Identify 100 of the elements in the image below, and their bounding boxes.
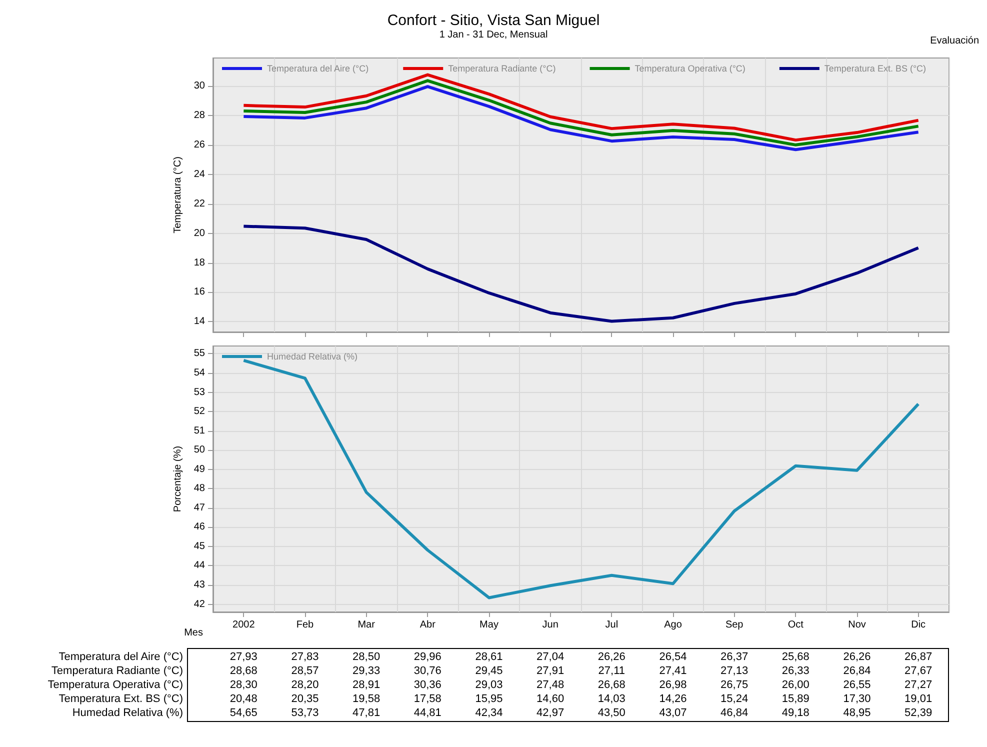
data-label: 17,58 <box>412 693 442 705</box>
data-label: 26,87 <box>904 651 934 663</box>
data-label: 29,45 <box>474 665 504 677</box>
data-label: 26,55 <box>842 679 872 691</box>
data-label: 20,48 <box>228 693 258 705</box>
data-label: 27,04 <box>536 651 566 663</box>
data-label: 43,07 <box>658 707 688 719</box>
data-label: 27,13 <box>720 665 750 677</box>
data-label: 30,36 <box>412 679 442 691</box>
data-label: 27,91 <box>536 665 566 677</box>
data-label: 30,76 <box>412 665 442 677</box>
y-tick-label: 20 <box>194 228 206 239</box>
data-label: 19,58 <box>352 693 382 705</box>
y-tick-label: 16 <box>194 286 206 298</box>
category-label: Dic <box>911 620 926 630</box>
text: Temperatura del Aire (°C) <box>58 651 183 663</box>
data-label: 49,18 <box>780 707 810 719</box>
y-tick-label: 43 <box>194 580 206 591</box>
line-series <box>242 224 920 323</box>
y-tick-label: 14 <box>194 316 206 328</box>
data-label: 29,96 <box>412 651 442 663</box>
category-label: Jun <box>542 620 558 630</box>
y-tick-label: 55 <box>194 348 206 360</box>
data-label: 26,26 <box>842 651 872 663</box>
data-label: 28,50 <box>352 651 382 663</box>
data-label: 27,48 <box>536 679 566 691</box>
y-tick-label: 22 <box>194 198 206 210</box>
y-tick-label: 51 <box>194 425 206 436</box>
data-label: 19,01 <box>904 693 934 705</box>
text: Temperatura Radiante (°C) <box>51 665 183 677</box>
data-label: 14,60 <box>536 693 566 705</box>
data-label: 27,67 <box>904 665 934 677</box>
category-label: Mar <box>358 620 375 630</box>
y-tick-label: 28 <box>194 110 206 121</box>
data-label: 26,00 <box>780 679 810 691</box>
y-tick-label: 48 <box>194 483 206 494</box>
text: Humedad Relativa (%) <box>72 707 183 719</box>
data-label: 27,83 <box>290 651 320 663</box>
data-label: 28,61 <box>474 651 504 663</box>
y-tick-label: 50 <box>194 444 206 456</box>
data-label: 28,20 <box>290 679 320 691</box>
data-label: 44,81 <box>412 707 442 719</box>
y-tick-label: 52 <box>194 406 206 418</box>
y-tick-label: 47 <box>194 502 206 514</box>
data-label: 26,33 <box>780 665 810 677</box>
data-label: 29,33 <box>352 665 382 677</box>
data-label: 20,35 <box>290 693 320 705</box>
data-label: 43,50 <box>596 707 626 719</box>
y-tick-label: 44 <box>194 560 206 572</box>
legend-label: Temperatura Operativa (°C) <box>634 64 746 74</box>
data-label: 15,89 <box>780 693 810 705</box>
y-tick-label: 24 <box>194 168 206 180</box>
category-label: Sep <box>725 620 744 630</box>
data-label: 15,95 <box>474 693 504 705</box>
text: Temperatura Operativa (°C) <box>48 679 183 691</box>
data-label: 26,84 <box>842 665 872 677</box>
data-label: 28,57 <box>290 665 320 677</box>
data-label: 54,65 <box>228 707 258 719</box>
data-label: 42,34 <box>474 707 504 719</box>
data-label: 26,98 <box>658 679 688 691</box>
y-tick-label: 46 <box>194 522 206 533</box>
y-tick-label: 30 <box>194 80 206 92</box>
data-label: 48,95 <box>842 707 872 719</box>
data-label: 27,93 <box>228 651 258 663</box>
legend-label: Temperatura Ext. BS (°C) <box>824 64 926 74</box>
y-tick-label: 54 <box>194 367 206 378</box>
data-label: 42,97 <box>536 707 566 719</box>
chart-subtitle: 1 Jan - 31 Dec, Mensual <box>439 30 548 40</box>
y-axis-title: Temperatura (°C) <box>172 156 184 234</box>
data-label: 52,39 <box>904 707 934 719</box>
category-label: Nov <box>848 620 866 630</box>
text: Evaluación <box>930 36 979 46</box>
chart-title: Confort - Sitio, Vista San Miguel <box>387 12 600 29</box>
data-label: 26,75 <box>720 679 750 691</box>
y-axis-title: Porcentaje (%) <box>172 446 184 512</box>
y-tick-label: 18 <box>194 257 206 268</box>
data-label: 15,24 <box>720 693 750 705</box>
data-label: 26,68 <box>596 679 626 691</box>
data-label: 26,37 <box>720 651 750 663</box>
category-label: May <box>480 620 498 630</box>
data-label: 28,91 <box>352 679 382 691</box>
category-label: 2002 <box>232 620 255 630</box>
data-label: 17,30 <box>842 693 872 705</box>
category-label: Oct <box>788 620 804 630</box>
legend-label: Temperatura del Aire (°C) <box>267 64 369 74</box>
data-label: 28,68 <box>228 665 258 677</box>
y-tick-label: 53 <box>194 386 206 398</box>
y-tick-label: 42 <box>194 598 206 610</box>
category-label: Jul <box>605 620 618 630</box>
category-label: Abr <box>420 620 436 630</box>
data-label: 27,41 <box>658 665 688 677</box>
data-label: 53,73 <box>290 707 320 719</box>
data-label: 47,81 <box>352 707 382 719</box>
text: Temperatura Ext. BS (°C) <box>58 693 183 705</box>
data-label: 25,68 <box>780 651 810 663</box>
line-series <box>242 85 920 152</box>
category-label: Ago <box>664 620 682 630</box>
x-axis-title: Mes <box>184 628 203 638</box>
data-label: 26,26 <box>596 651 626 663</box>
data-label: 46,84 <box>720 707 750 719</box>
